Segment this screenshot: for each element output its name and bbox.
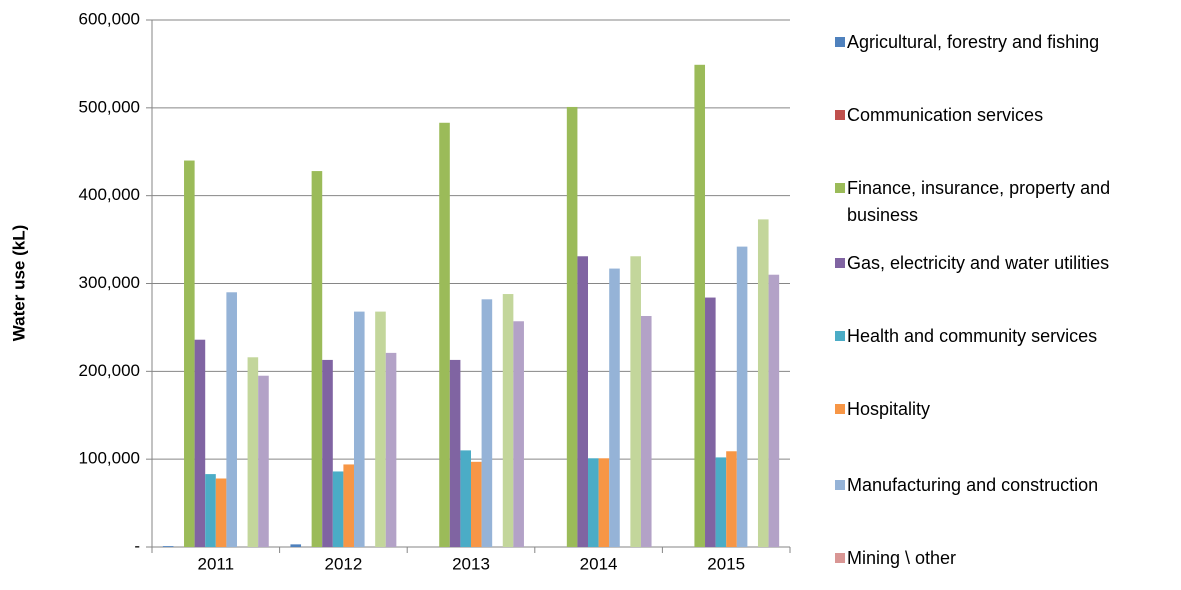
- bar: [460, 450, 471, 547]
- bar: [322, 359, 333, 547]
- bar: [705, 297, 716, 547]
- bar: [226, 292, 237, 547]
- bar: [375, 311, 386, 547]
- y-tick-label: 600,000: [79, 9, 140, 28]
- bar: [311, 171, 323, 547]
- bar: [726, 451, 737, 547]
- bar: [471, 461, 482, 547]
- legend-item: Finance, insurance, property and busines…: [835, 175, 1175, 229]
- bar: [513, 321, 524, 547]
- bar: [640, 315, 652, 547]
- bar: [385, 352, 397, 547]
- x-tick-label: 2011: [198, 554, 235, 573]
- legend-label: Mining \ other: [847, 548, 957, 568]
- x-tick-label: 2014: [580, 554, 618, 573]
- x-tick-label: 2013: [452, 554, 490, 573]
- y-axis-label: Water use (kL): [9, 225, 28, 342]
- y-tick-label: 100,000: [79, 449, 140, 468]
- legend-item: Manufacturing and construction: [835, 472, 1175, 499]
- bar: [598, 458, 610, 547]
- bar: [258, 375, 269, 547]
- bar: [162, 546, 174, 547]
- bar: [609, 268, 620, 547]
- legend-item: Communication services: [835, 102, 1175, 129]
- bar: [768, 274, 780, 547]
- bar: [577, 256, 589, 547]
- legend-label: Communication services: [847, 105, 1044, 125]
- bar: [184, 160, 195, 548]
- bar: [694, 64, 706, 548]
- legend-label: Agricultural, forestry and fishing: [847, 32, 1100, 52]
- y-tick-label: 400,000: [79, 185, 140, 204]
- bar: [247, 357, 259, 547]
- bar: [332, 471, 344, 547]
- bar: [715, 457, 727, 547]
- y-tick-label: 300,000: [79, 273, 140, 292]
- legend-swatch: [835, 404, 845, 414]
- legend-item: Agricultural, forestry and fishing: [835, 29, 1175, 56]
- x-tick-label: 2015: [707, 554, 745, 573]
- legend-item: Hospitality: [835, 396, 1175, 423]
- bar: [502, 294, 514, 547]
- bar: [439, 122, 450, 547]
- bar: [449, 359, 461, 547]
- bar: [481, 299, 493, 547]
- legend-swatch: [835, 37, 845, 47]
- bar: [757, 219, 769, 548]
- y-tick-label: 200,000: [79, 361, 140, 380]
- legend-swatch: [835, 110, 845, 120]
- legend-label: Finance, insurance, property and busines…: [847, 178, 1111, 225]
- legend-item: Health and community services: [835, 323, 1175, 350]
- legend-label: Hospitality: [847, 399, 931, 419]
- bar: [736, 246, 748, 548]
- y-tick-label: 500,000: [79, 97, 140, 116]
- x-tick-label: 2012: [324, 554, 362, 573]
- bar: [566, 106, 578, 547]
- legend-label: Manufacturing and construction: [847, 475, 1099, 495]
- y-tick-label: -: [134, 536, 140, 555]
- bar: [290, 544, 302, 547]
- legend-item: Mining \ other: [835, 545, 1175, 572]
- bar: [205, 474, 216, 547]
- bar: [353, 311, 365, 547]
- legend-swatch: [835, 480, 845, 490]
- legend-label: Health and community services: [847, 326, 1098, 346]
- legend-item: Gas, electricity and water utilities: [835, 250, 1175, 277]
- bar: [343, 464, 354, 547]
- legend-swatch: [835, 553, 845, 563]
- bar: [630, 256, 641, 547]
- legend-swatch: [835, 258, 845, 268]
- bar: [588, 458, 599, 547]
- legend-label: Gas, electricity and water utilities: [847, 253, 1110, 273]
- legend-swatch: [835, 183, 845, 193]
- legend-swatch: [835, 331, 845, 341]
- bar: [215, 478, 227, 547]
- bar: [194, 339, 206, 547]
